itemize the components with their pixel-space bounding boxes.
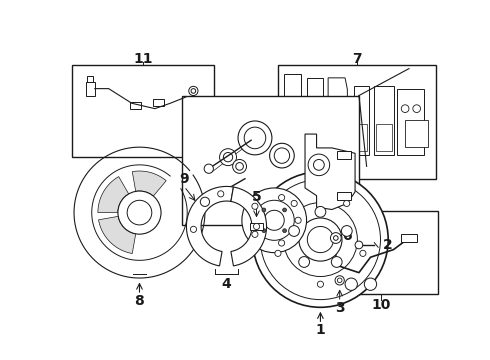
Polygon shape	[328, 78, 347, 147]
Circle shape	[308, 154, 330, 176]
Circle shape	[299, 218, 342, 261]
Circle shape	[307, 226, 334, 253]
Circle shape	[204, 164, 214, 173]
Bar	[284, 74, 301, 159]
Bar	[405, 120, 428, 147]
Bar	[309, 120, 321, 151]
Circle shape	[338, 121, 344, 127]
Circle shape	[333, 102, 339, 108]
Bar	[355, 124, 368, 152]
Circle shape	[274, 148, 290, 163]
Circle shape	[220, 149, 237, 166]
Circle shape	[365, 278, 377, 291]
Circle shape	[401, 105, 409, 112]
Text: 1: 1	[316, 323, 325, 337]
Circle shape	[252, 203, 258, 210]
Circle shape	[315, 206, 326, 217]
Circle shape	[413, 105, 420, 112]
Bar	[324, 211, 438, 294]
Circle shape	[360, 250, 366, 256]
Circle shape	[283, 229, 287, 233]
Circle shape	[244, 127, 266, 149]
Circle shape	[127, 200, 152, 225]
Circle shape	[291, 200, 297, 207]
Circle shape	[264, 210, 284, 230]
Polygon shape	[132, 171, 166, 196]
Circle shape	[283, 203, 357, 276]
Polygon shape	[187, 186, 233, 266]
Bar	[354, 86, 369, 155]
Text: 11: 11	[133, 51, 153, 66]
Text: 4: 4	[221, 277, 231, 291]
Bar	[250, 222, 263, 230]
Circle shape	[283, 208, 287, 212]
Circle shape	[331, 257, 342, 267]
Circle shape	[218, 191, 224, 197]
Bar	[374, 86, 393, 155]
Circle shape	[368, 281, 373, 287]
Polygon shape	[98, 216, 136, 253]
Circle shape	[330, 233, 341, 243]
Circle shape	[262, 208, 266, 212]
Bar	[376, 124, 392, 152]
Bar	[337, 192, 351, 199]
Text: 6: 6	[343, 229, 352, 243]
Text: 8: 8	[135, 294, 145, 308]
Text: 7: 7	[352, 51, 362, 66]
Circle shape	[355, 241, 363, 249]
Circle shape	[334, 236, 338, 240]
Circle shape	[191, 89, 196, 93]
Circle shape	[189, 86, 198, 95]
Circle shape	[318, 281, 323, 287]
Circle shape	[252, 231, 258, 237]
Polygon shape	[98, 177, 129, 213]
Circle shape	[270, 143, 294, 168]
Bar	[86, 82, 95, 95]
Circle shape	[289, 226, 299, 237]
Text: 10: 10	[371, 298, 391, 312]
Circle shape	[262, 229, 266, 233]
Circle shape	[314, 159, 324, 170]
Circle shape	[335, 276, 344, 285]
Bar	[397, 89, 424, 155]
Circle shape	[223, 153, 233, 162]
Circle shape	[236, 163, 244, 170]
Bar	[72, 65, 214, 157]
Circle shape	[118, 191, 161, 234]
Circle shape	[254, 200, 294, 240]
Bar	[278, 65, 436, 179]
Circle shape	[200, 197, 210, 206]
Circle shape	[345, 278, 357, 291]
Bar	[130, 102, 141, 109]
Circle shape	[233, 159, 246, 173]
Text: 5: 5	[252, 190, 261, 204]
Circle shape	[342, 226, 352, 237]
Bar	[182, 95, 359, 225]
Bar	[153, 99, 164, 106]
Circle shape	[337, 278, 342, 283]
Bar	[307, 78, 323, 155]
Circle shape	[299, 257, 310, 267]
Circle shape	[253, 223, 260, 230]
Text: 3: 3	[335, 301, 344, 315]
Circle shape	[191, 226, 196, 233]
Text: 9: 9	[179, 172, 189, 186]
Circle shape	[278, 240, 285, 246]
Circle shape	[343, 200, 350, 207]
Text: 2: 2	[383, 238, 393, 252]
Circle shape	[295, 217, 301, 223]
Bar	[337, 151, 351, 159]
Polygon shape	[231, 187, 267, 266]
Circle shape	[238, 121, 272, 155]
Circle shape	[260, 180, 381, 300]
Circle shape	[348, 281, 354, 287]
Circle shape	[278, 194, 285, 201]
Bar	[87, 76, 93, 82]
Bar	[286, 121, 300, 154]
Circle shape	[242, 188, 307, 253]
Bar	[401, 234, 416, 242]
Circle shape	[275, 250, 281, 256]
Circle shape	[253, 172, 388, 307]
Polygon shape	[305, 134, 355, 210]
